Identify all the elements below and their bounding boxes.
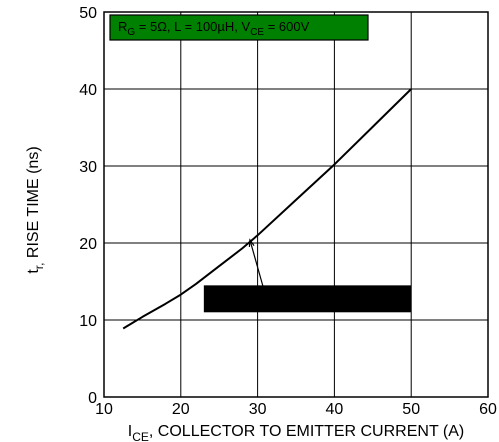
plot-frame bbox=[103, 11, 489, 398]
y-axis-label-subscript: r, bbox=[32, 263, 46, 270]
x-axis-label-main: I bbox=[128, 423, 132, 440]
y-tick-label: 0 bbox=[88, 390, 97, 407]
x-tick-label: 50 bbox=[402, 401, 420, 418]
y-tick-labels: 0 10 20 30 40 50 bbox=[79, 5, 97, 407]
x-axis-label: ICE, COLLECTOR TO EMITTER CURRENT (A) bbox=[128, 423, 464, 442]
x-axis-label-rest: , COLLECTOR TO EMITTER CURRENT (A) bbox=[149, 423, 464, 440]
y-tick-label: 50 bbox=[79, 5, 97, 22]
pointer-line bbox=[249, 239, 268, 301]
conditions-legend-part: CE bbox=[250, 27, 264, 38]
conditions-legend-part: G bbox=[127, 27, 135, 38]
x-tick-labels: 10 20 30 40 50 60 bbox=[95, 401, 497, 418]
y-tick-label: 40 bbox=[79, 82, 97, 99]
x-axis-label-subscript: CE bbox=[132, 430, 149, 442]
annotations bbox=[203, 238, 412, 313]
pointer-arrowhead bbox=[248, 238, 255, 247]
conditions-legend-part: = 5Ω, L = 100µH, V bbox=[135, 19, 250, 34]
series bbox=[122, 88, 412, 330]
x-tick-label: 10 bbox=[95, 401, 113, 418]
y-axis-label-main: t bbox=[25, 269, 42, 274]
y-tick-label: 20 bbox=[79, 236, 97, 253]
y-axis-label: tr, RISE TIME (ns) bbox=[25, 146, 46, 273]
conditions-legend-part: = 600V bbox=[264, 19, 310, 34]
x-tick-label: 40 bbox=[326, 401, 344, 418]
conditions-legend: RG = 5Ω, L = 100µH, VCE = 600V bbox=[109, 14, 369, 41]
x-tick-label: 60 bbox=[479, 401, 497, 418]
x-tick-label: 30 bbox=[249, 401, 267, 418]
redaction-box bbox=[203, 285, 412, 313]
series-line-0 bbox=[122, 88, 412, 330]
conditions-legend-text: RG = 5Ω, L = 100µH, VCE = 600V bbox=[118, 19, 310, 38]
grid bbox=[104, 12, 488, 397]
conditions-legend-part: R bbox=[118, 19, 127, 34]
y-axis-label-rest: RISE TIME (ns) bbox=[25, 146, 42, 262]
conditions-legend-box bbox=[109, 14, 369, 41]
y-tick-label: 10 bbox=[79, 313, 97, 330]
x-tick-label: 20 bbox=[172, 401, 190, 418]
y-tick-label: 30 bbox=[79, 159, 97, 176]
